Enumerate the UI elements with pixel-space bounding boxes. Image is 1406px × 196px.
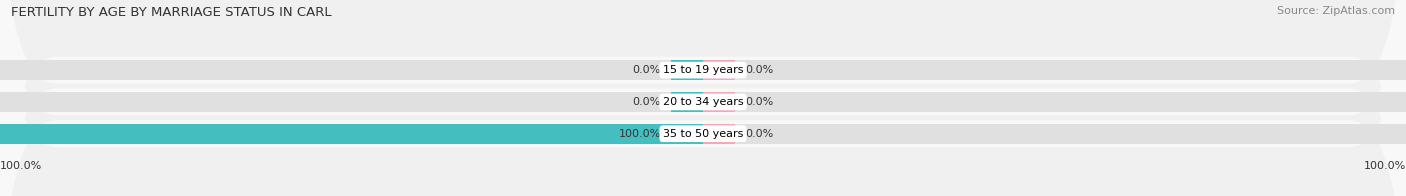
Bar: [703, 92, 734, 112]
Bar: [703, 124, 734, 143]
Bar: [0, 60, 703, 80]
Text: 0.0%: 0.0%: [745, 129, 773, 139]
Bar: [672, 92, 703, 112]
Text: 100.0%: 100.0%: [0, 161, 42, 171]
Text: 0.0%: 0.0%: [633, 65, 661, 75]
Bar: [0, 124, 703, 143]
Text: 0.0%: 0.0%: [745, 65, 773, 75]
Bar: [703, 60, 734, 80]
Text: 35 to 50 years: 35 to 50 years: [662, 129, 744, 139]
Bar: [672, 60, 703, 80]
Text: 15 to 19 years: 15 to 19 years: [662, 65, 744, 75]
Bar: [703, 124, 1406, 143]
Text: Source: ZipAtlas.com: Source: ZipAtlas.com: [1277, 6, 1395, 16]
Text: 100.0%: 100.0%: [1364, 161, 1406, 171]
Text: 0.0%: 0.0%: [745, 97, 773, 107]
Bar: [0, 124, 703, 143]
Text: FERTILITY BY AGE BY MARRIAGE STATUS IN CARL: FERTILITY BY AGE BY MARRIAGE STATUS IN C…: [11, 6, 332, 19]
Bar: [0, 92, 703, 112]
Bar: [703, 60, 1406, 80]
Text: 0.0%: 0.0%: [633, 97, 661, 107]
Text: 100.0%: 100.0%: [619, 129, 661, 139]
Bar: [703, 92, 1406, 112]
Text: 20 to 34 years: 20 to 34 years: [662, 97, 744, 107]
